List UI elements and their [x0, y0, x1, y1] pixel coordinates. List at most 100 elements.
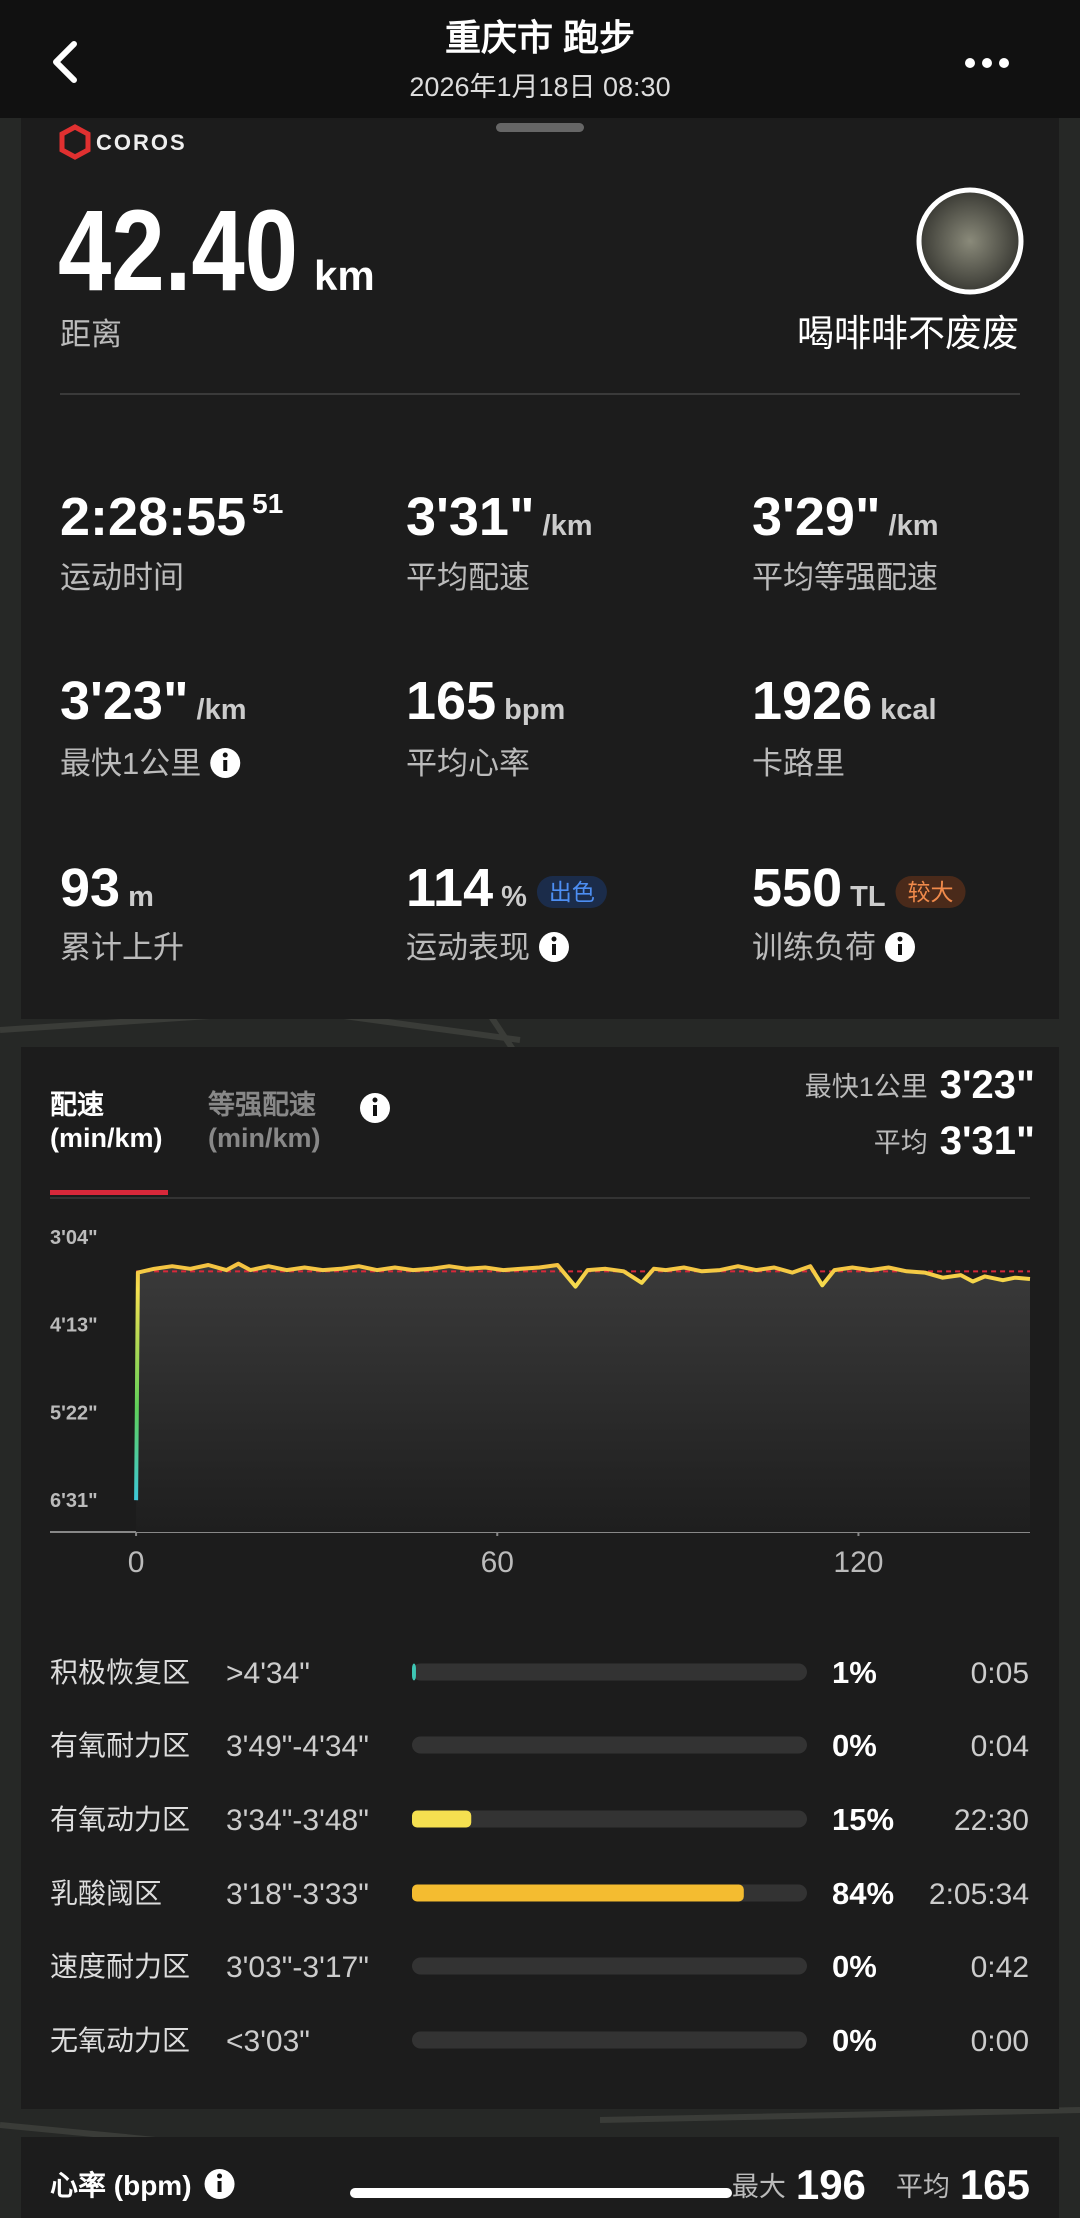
tab-label[interactable]: 配速 — [50, 1090, 104, 1120]
hr-avg-label: 平均 — [896, 2172, 950, 2202]
y-tick-label: 4'13" — [50, 1315, 98, 1337]
stat-unit: bpm — [504, 694, 565, 726]
badge-text: 出色 — [549, 879, 595, 905]
summary-value: 3'31" — [940, 1119, 1035, 1163]
summary-label: 平均 — [874, 1128, 928, 1158]
zone-time: 0:42 — [971, 1951, 1029, 1984]
zone-share: 1% — [832, 1655, 877, 1690]
stat-label: 平均心率 — [406, 746, 530, 781]
badge-text: 较大 — [908, 879, 954, 905]
zone-bar — [412, 1810, 472, 1828]
stat-value: 1926 — [752, 671, 872, 731]
stat-value: 2:28:55 — [60, 487, 246, 547]
stat-value: 114 — [406, 858, 493, 918]
zone-track — [412, 1957, 807, 1975]
info-icon-dot — [897, 936, 903, 942]
more-button[interactable] — [965, 58, 1009, 68]
info-icon-dot — [551, 936, 557, 942]
zone-time: 22:30 — [954, 1804, 1029, 1837]
stat-fraction: 51 — [252, 488, 283, 519]
x-tick-label: 0 — [128, 1546, 145, 1579]
zone-range: >4'34" — [226, 1657, 310, 1690]
info-icon-stem — [552, 944, 556, 955]
zone-time: 2:05:34 — [929, 1878, 1029, 1911]
stat-label: 训练负荷 — [752, 930, 876, 965]
stat-unit: TL — [850, 881, 885, 913]
stat-unit: /km — [543, 510, 593, 542]
athlete-name: 喝啡啡不废废 — [797, 313, 1019, 354]
stat-label: 累计上升 — [60, 930, 184, 965]
zone-time: 0:04 — [971, 1730, 1029, 1763]
zone-track — [412, 1736, 807, 1754]
zone-range: 3'49"-4'34" — [226, 1730, 369, 1763]
info-icon-dot — [372, 1097, 378, 1103]
y-tick-label: 6'31" — [50, 1490, 98, 1512]
info-icon-stem — [223, 760, 228, 771]
zone-track — [412, 1663, 807, 1681]
tab-indicator — [50, 1190, 168, 1195]
info-icon-stem — [898, 944, 902, 955]
zone-share: 0% — [832, 1949, 877, 1984]
brand-name: COROS — [96, 130, 187, 155]
top-bar — [0, 0, 1080, 118]
stat-label: 平均等强配速 — [752, 560, 938, 595]
info-icon-dot — [217, 2173, 223, 2179]
distance-value: 42.40 — [58, 187, 298, 315]
hr-avg: 165 — [960, 2161, 1030, 2208]
x-tick-label: 60 — [481, 1546, 514, 1579]
zone-share: 15% — [832, 1802, 894, 1837]
brand-logo — [59, 124, 91, 160]
zone-share: 0% — [832, 1728, 877, 1763]
y-tick-label: 3'04" — [50, 1227, 98, 1249]
page-subtitle: 2026年1月18日 08:30 — [409, 72, 670, 102]
zone-name: 乳酸阈区 — [50, 1878, 162, 1909]
zone-name: 有氧动力区 — [50, 1804, 190, 1835]
tab-unit: (min/km) — [208, 1123, 321, 1153]
stat-value: 550 — [752, 858, 842, 918]
stat-label: 平均配速 — [406, 560, 530, 595]
zone-range: 3'03"-3'17" — [226, 1951, 369, 1984]
x-tick-label: 120 — [833, 1546, 883, 1579]
zone-track — [412, 2031, 807, 2049]
stat-label: 运动时间 — [60, 560, 184, 595]
stat-unit: % — [501, 881, 527, 913]
zone-name: 速度耐力区 — [50, 1951, 190, 1982]
zone-name: 积极恢复区 — [50, 1657, 190, 1688]
zone-share: 0% — [832, 2023, 877, 2058]
stat-label: 卡路里 — [752, 746, 845, 781]
area — [136, 1263, 1031, 1532]
pace-line — [134, 1261, 1031, 1501]
distance-unit: km — [314, 252, 375, 299]
y-tick-label: 5'22" — [50, 1402, 98, 1424]
home-indicator — [350, 2188, 732, 2198]
info-icon-stem — [217, 2181, 222, 2192]
hr-max: 196 — [796, 2161, 866, 2208]
badge — [895, 876, 966, 908]
tab-label[interactable]: 等强配速 — [208, 1089, 316, 1120]
heart-rate-card — [21, 2137, 1059, 2218]
stat-unit: /km — [197, 694, 247, 726]
tab-unit: (min/km) — [50, 1123, 163, 1153]
drag-handle[interactable] — [496, 123, 584, 132]
avatar[interactable] — [916, 187, 1024, 295]
stat-unit: m — [128, 881, 154, 913]
stat-label: 最快1公里 — [60, 746, 201, 781]
pace-card — [21, 1047, 1059, 2109]
page-title: 重庆市 跑步 — [445, 17, 635, 58]
stat-unit: /km — [889, 510, 939, 542]
zone-time: 0:05 — [971, 1657, 1029, 1690]
zone-share: 84% — [832, 1876, 894, 1911]
zone-name: 有氧耐力区 — [50, 1730, 190, 1761]
zone-range: 3'34"-3'48" — [226, 1804, 369, 1837]
zone-track — [412, 1810, 807, 1828]
info-icon-stem — [373, 1105, 377, 1116]
zone-bar — [412, 1663, 416, 1681]
summary-label: 最快1公里 — [805, 1072, 928, 1102]
zone-range: 3'18"-3'33" — [226, 1878, 369, 1911]
summary-value: 3'23" — [940, 1063, 1035, 1107]
hr-max-label: 最大 — [732, 2172, 786, 2202]
summary-card — [21, 118, 1059, 1019]
back-button[interactable] — [53, 41, 77, 83]
stat-unit: kcal — [880, 694, 936, 726]
